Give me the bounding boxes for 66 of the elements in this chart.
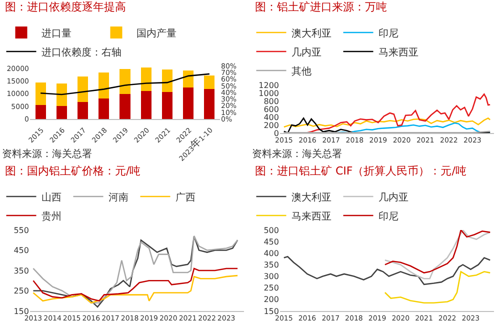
bar bbox=[140, 67, 152, 92]
legend-label: 国内产量 bbox=[136, 27, 176, 40]
legend-label: 马来西亚 bbox=[291, 210, 332, 222]
bar bbox=[56, 83, 67, 106]
bar bbox=[98, 98, 110, 119]
chart-title: 图：进口依赖度逐年提高 bbox=[5, 0, 126, 14]
y-tick-label: 350 bbox=[14, 266, 29, 276]
line-series bbox=[283, 256, 491, 286]
chart-title: 图：铝土矿进口来源：万吨 bbox=[255, 0, 387, 14]
legend-label: 澳大利亚 bbox=[291, 27, 332, 40]
line-series bbox=[32, 274, 238, 304]
y-tick-label: 1000 bbox=[258, 88, 279, 98]
legend-label: 广西 bbox=[175, 191, 196, 204]
bar bbox=[120, 68, 130, 94]
y-tick-label: 200 bbox=[264, 120, 279, 130]
legend-label: 几内亚 bbox=[291, 46, 322, 58]
legend-label: 印尼 bbox=[378, 210, 398, 222]
legend-label: 澳大利亚 bbox=[291, 191, 332, 204]
y-tick-label: 800 bbox=[264, 96, 279, 106]
line-series bbox=[32, 268, 238, 302]
bar bbox=[78, 102, 88, 119]
bar bbox=[35, 104, 46, 119]
y-tick-label: 200 bbox=[264, 295, 279, 304]
bar bbox=[120, 94, 130, 119]
legend-label: 马来西亚 bbox=[378, 46, 418, 58]
legend-label: 山西 bbox=[41, 191, 62, 204]
y-tick-label: 550 bbox=[14, 226, 29, 235]
legend-label: 几内亚 bbox=[378, 191, 408, 204]
text: 资料来源：海关总署 bbox=[252, 148, 342, 160]
y-tick-label: 0 bbox=[274, 128, 279, 138]
y-tick-label: 150 bbox=[264, 306, 279, 316]
bar bbox=[204, 75, 215, 90]
chart-title: 图：国内铝土矿价格：元/吨 bbox=[5, 164, 141, 178]
y-tick-label: 250 bbox=[264, 284, 279, 293]
y-tick-label: 350 bbox=[264, 260, 279, 270]
legend-label: 贵州 bbox=[41, 210, 62, 222]
y-tick-label: 250 bbox=[14, 286, 29, 296]
text: 资料来源：海关总署 bbox=[2, 148, 92, 160]
y-tick-label: 400 bbox=[264, 248, 279, 258]
bar bbox=[78, 76, 88, 102]
legend-label: 河南 bbox=[108, 191, 128, 204]
legend-label: 进口量 bbox=[41, 27, 72, 40]
line-series bbox=[384, 271, 491, 304]
y-tick-label: 300 bbox=[264, 272, 279, 282]
bar bbox=[162, 69, 172, 92]
bar bbox=[56, 106, 67, 119]
bar bbox=[183, 70, 194, 88]
bar bbox=[204, 89, 215, 119]
legend-label: 进口依赖度：右轴 bbox=[41, 46, 122, 58]
y-tick-label: 600 bbox=[264, 104, 279, 114]
y-tick-label: 1200 bbox=[258, 80, 279, 90]
bar bbox=[162, 92, 172, 119]
y-tick-label: 150 bbox=[14, 306, 29, 316]
legend-label: 印尼 bbox=[378, 27, 398, 40]
chart-title: 图：进口铝土矿 CIF（折算人民币）：元/吨 bbox=[255, 164, 466, 178]
bar bbox=[35, 82, 46, 105]
bar bbox=[183, 87, 194, 119]
legend-label: 其他 bbox=[291, 65, 312, 78]
y-tick-label: 400 bbox=[264, 112, 279, 122]
y-tick-label: 500 bbox=[264, 226, 279, 235]
bar bbox=[98, 72, 110, 98]
line-series bbox=[40, 73, 210, 96]
y-tick-label: 450 bbox=[14, 246, 29, 256]
y-tick-label: 450 bbox=[264, 237, 279, 246]
bar bbox=[140, 91, 152, 119]
line-series bbox=[283, 118, 491, 128]
